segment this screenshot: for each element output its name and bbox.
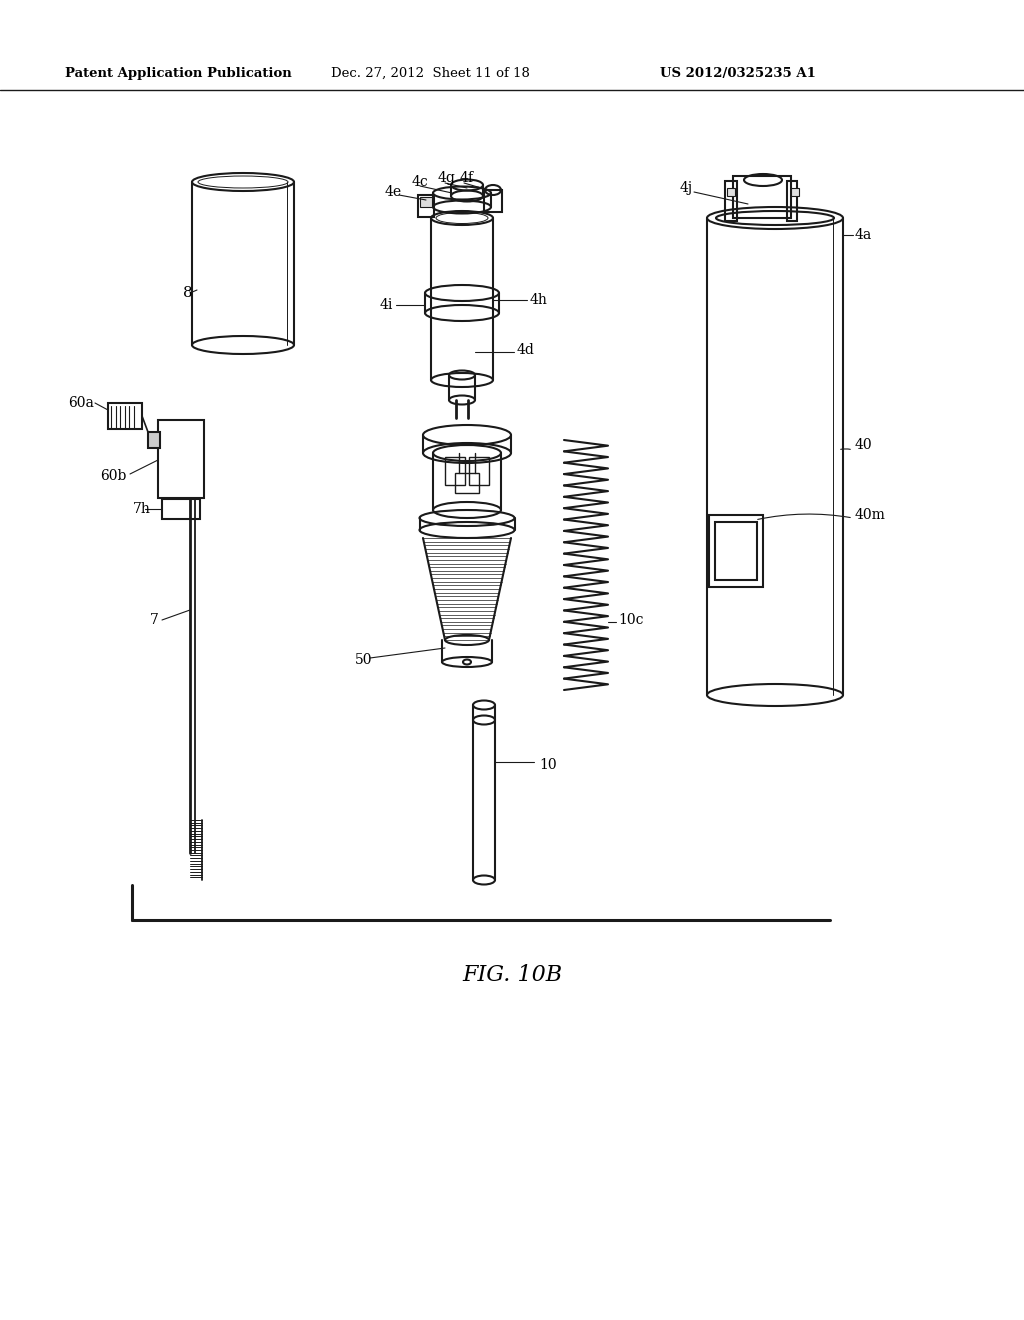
- Text: 50: 50: [355, 653, 373, 667]
- Text: 7: 7: [150, 612, 159, 627]
- Bar: [733, 176, 791, 218]
- Bar: [469, 457, 489, 484]
- Bar: [715, 521, 757, 579]
- Text: 4g: 4g: [438, 172, 456, 185]
- Bar: [727, 187, 735, 195]
- Text: 40m: 40m: [855, 508, 886, 521]
- Text: 10c: 10c: [618, 612, 643, 627]
- Bar: [725, 181, 737, 220]
- Text: 4e: 4e: [385, 185, 402, 199]
- Bar: [420, 197, 432, 207]
- Text: 4d: 4d: [517, 343, 535, 356]
- Text: Dec. 27, 2012  Sheet 11 of 18: Dec. 27, 2012 Sheet 11 of 18: [331, 66, 529, 79]
- Bar: [787, 181, 797, 220]
- Text: FIG. 10B: FIG. 10B: [462, 964, 562, 986]
- Bar: [108, 403, 142, 429]
- Text: 4i: 4i: [380, 298, 393, 312]
- Text: 8: 8: [183, 286, 193, 300]
- Bar: [158, 420, 204, 498]
- Text: 10: 10: [539, 758, 557, 772]
- Text: 4j: 4j: [680, 181, 693, 195]
- Bar: [418, 195, 434, 216]
- Bar: [445, 457, 465, 484]
- Bar: [148, 432, 160, 447]
- Bar: [455, 473, 479, 492]
- Text: 40: 40: [855, 438, 872, 451]
- Text: Patent Application Publication: Patent Application Publication: [65, 66, 292, 79]
- Text: 60b: 60b: [100, 469, 126, 483]
- Bar: [709, 515, 763, 587]
- Bar: [791, 187, 799, 195]
- Text: 4c: 4c: [412, 176, 429, 189]
- Text: 4f: 4f: [460, 172, 474, 185]
- Text: 60a: 60a: [68, 396, 94, 411]
- Text: 4a: 4a: [855, 228, 872, 242]
- Bar: [162, 499, 200, 519]
- Text: 4h: 4h: [530, 293, 548, 308]
- Text: 7h: 7h: [133, 502, 151, 516]
- Bar: [484, 190, 502, 213]
- Text: US 2012/0325235 A1: US 2012/0325235 A1: [660, 66, 816, 79]
